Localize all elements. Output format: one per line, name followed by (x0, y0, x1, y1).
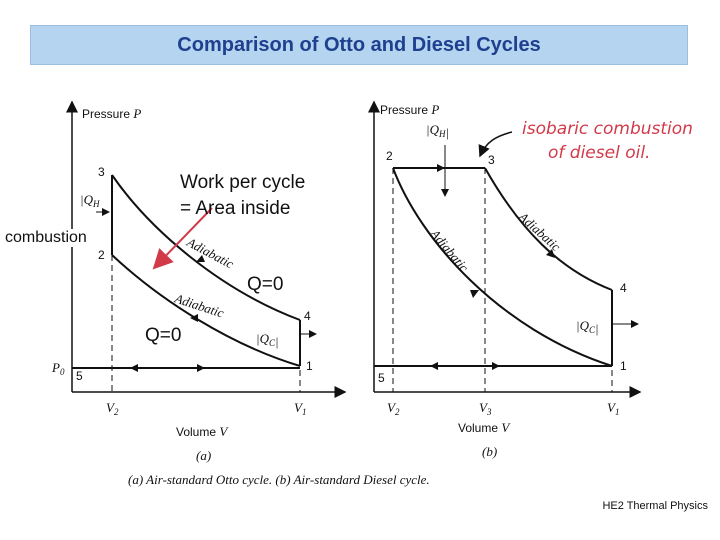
otto-x-axis-symbol: V (219, 424, 229, 439)
diesel-v3-label: V (479, 400, 489, 415)
otto-point-5: 5 (76, 369, 83, 383)
diesel-v3-sub: 3 (486, 407, 492, 417)
svg-text:V1: V1 (294, 400, 306, 417)
svg-text:|QC|: |QC| (256, 331, 279, 349)
diesel-qc-sub: C (589, 325, 596, 335)
otto-y-axis-symbol: P (132, 106, 141, 121)
otto-point-1: 1 (306, 359, 313, 373)
work-note-line2: = Area inside (180, 198, 291, 219)
footer-text: HE2 Thermal Physics (602, 500, 708, 512)
diesel-point-2: 2 (386, 149, 393, 163)
diesel-combustion-arrow (437, 164, 445, 172)
diesel-v1-sub: 1 (615, 407, 620, 417)
svg-text:P0: P0 (51, 360, 65, 377)
diesel-v2-label: V (387, 400, 397, 415)
handwritten-note-line2: of diesel oil. (548, 143, 650, 163)
diesel-point-5: 5 (378, 371, 385, 385)
svg-text:|QC|: |QC| (576, 318, 599, 336)
title-bar: Comparison of Otto and Diesel Cycles (30, 25, 688, 65)
combustion-label: combustion (5, 229, 87, 247)
diesel-adiabatic-upper-label: Adiabatic (515, 208, 564, 254)
otto-v1-label: V (294, 400, 304, 415)
diesel-upper-arrow (546, 249, 555, 258)
diesel-qh-label: |Q (426, 122, 440, 137)
diesel-point-1: 1 (620, 359, 627, 373)
diesel-exhaust-arrow (430, 362, 438, 370)
q-zero-upper-label: Q=0 (247, 274, 284, 295)
work-per-cycle-note: Work per cycle = Area inside (180, 170, 305, 222)
diesel-point-4: 4 (620, 281, 627, 295)
diesel-panel-label: (b) (482, 444, 497, 459)
diesel-y-axis-label: Pressure (380, 103, 428, 117)
q-zero-lower-label: Q=0 (145, 325, 182, 346)
diesel-x-axis-label: Volume (458, 421, 498, 435)
diesel-adiabatic-lower-label: Adiabatic (427, 226, 472, 275)
diesel-point-3: 3 (488, 153, 495, 167)
diesel-qc-label: |Q (576, 318, 590, 333)
otto-point-3: 3 (98, 165, 105, 179)
diesel-lower-arrow (470, 290, 479, 298)
svg-text:V1: V1 (607, 400, 619, 417)
otto-intake-arrow (197, 364, 205, 372)
otto-v1-sub: 1 (302, 407, 307, 417)
svg-text:Volume V: Volume V (176, 424, 229, 439)
svg-text:|QH: |QH (80, 192, 100, 209)
otto-point-4: 4 (304, 309, 311, 323)
diesel-adiabatic-lower-curve (392, 167, 613, 367)
otto-y-axis-label: Pressure (82, 107, 130, 121)
svg-text:V3: V3 (479, 400, 492, 417)
otto-adiabatic-upper-curve (111, 174, 301, 321)
otto-x-axis-label: Volume (176, 425, 216, 439)
page-title: Comparison of Otto and Diesel Cycles (177, 33, 541, 56)
diesel-v2-sub: 2 (395, 407, 400, 417)
otto-adiabatic-upper-label: Adiabatic (184, 234, 237, 272)
otto-qc-sub: C (269, 338, 276, 348)
svg-text:V2: V2 (106, 400, 119, 417)
otto-adiabatic-lower-label: Adiabatic (172, 290, 226, 320)
figure-caption: (a) Air-standard Otto cycle. (b) Air-sta… (128, 472, 430, 487)
diesel-intake-arrow (492, 362, 500, 370)
diesel-qh-sub: H (438, 129, 446, 139)
otto-point-2: 2 (98, 248, 105, 262)
otto-panel-label: (a) (196, 448, 211, 463)
otto-diagram: Pressure P Volume V 3 2 4 1 5 P0 V2 V1 |… (51, 100, 347, 463)
otto-v2-label: V (106, 400, 116, 415)
diesel-v1-label: V (607, 400, 617, 415)
work-note-line1: Work per cycle (180, 172, 306, 193)
otto-qc-label: |Q (256, 331, 270, 346)
diesel-y-axis-symbol: P (430, 102, 439, 117)
svg-text:|QH|: |QH| (426, 122, 449, 140)
otto-p0-label: P (51, 360, 60, 375)
diesel-diagram: Pressure P Volume V 2 3 4 1 5 V2 V3 V1 |… (368, 100, 693, 459)
otto-v2-sub: 2 (114, 407, 119, 417)
diesel-adiabatic-upper-curve (484, 167, 613, 291)
svg-text:V2: V2 (387, 400, 400, 417)
diesel-x-axis-symbol: V (501, 420, 511, 435)
otto-upper-arrow (196, 255, 205, 262)
handwritten-note-line1: isobaric combustion (522, 119, 693, 139)
otto-p0-sub: 0 (60, 367, 65, 377)
otto-exhaust-arrow (130, 364, 138, 372)
work-area-arrow (152, 207, 213, 270)
svg-text:Volume V: Volume V (458, 420, 511, 435)
otto-lower-arrow (190, 314, 198, 322)
otto-qh-sub: H (92, 199, 100, 209)
otto-qh-label: |Q (80, 192, 94, 207)
svg-text:Pressure P: Pressure P (82, 106, 141, 121)
svg-text:Pressure P: Pressure P (380, 102, 439, 117)
handwritten-note-arrow (478, 131, 513, 158)
